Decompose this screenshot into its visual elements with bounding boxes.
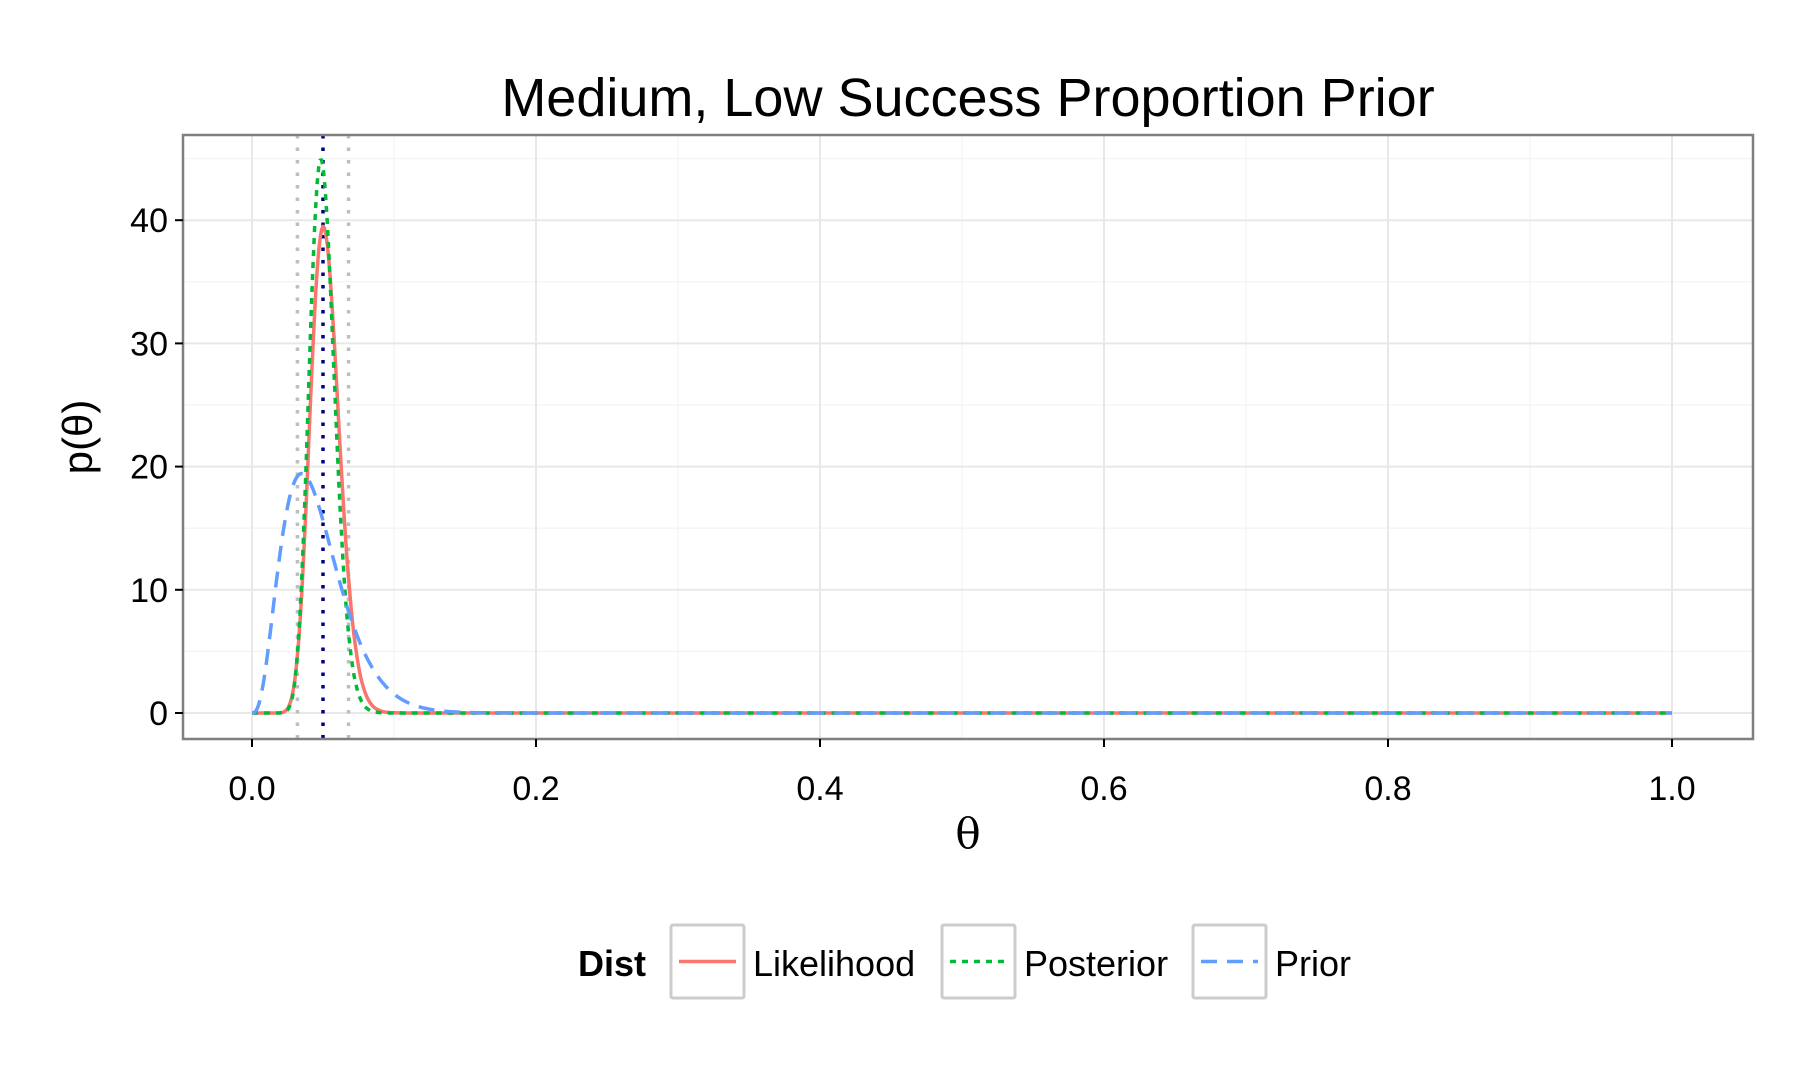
x-tick-label: 0.6 bbox=[1080, 770, 1127, 808]
plot-panel-background bbox=[183, 135, 1753, 739]
legend-label: Posterior bbox=[1024, 943, 1168, 984]
y-tick-label: 10 bbox=[130, 572, 168, 610]
y-axis: 0 10 20 30 40 bbox=[130, 202, 183, 733]
series bbox=[251, 158, 1673, 715]
y-tick-label: 0 bbox=[149, 695, 168, 733]
series-line-prior bbox=[251, 471, 1673, 715]
y-tick-label: 20 bbox=[130, 449, 168, 487]
y-axis-label: p(θ) bbox=[54, 400, 101, 475]
x-tick-label: 1.0 bbox=[1648, 770, 1695, 808]
x-tick-label: 0.2 bbox=[512, 770, 559, 808]
x-tick-label: 0.0 bbox=[228, 770, 275, 808]
y-tick-label: 40 bbox=[130, 202, 168, 240]
plot-panel-border bbox=[181, 133, 1755, 741]
x-tick-label: 0.4 bbox=[796, 770, 843, 808]
legend-label: Likelihood bbox=[753, 943, 915, 984]
x-axis: 0.0 0.2 0.4 0.6 0.8 1.0 bbox=[228, 739, 1696, 808]
x-axis-label: θ bbox=[955, 809, 980, 858]
legend-title: Dist bbox=[578, 943, 646, 984]
y-tick-label: 30 bbox=[130, 325, 168, 363]
legend-label: Prior bbox=[1275, 943, 1351, 984]
legend: Dist Likelihood Posterior Prior bbox=[578, 923, 1351, 1000]
chart-title: Medium, Low Success Proportion Prior bbox=[501, 68, 1434, 128]
x-tick-label: 0.8 bbox=[1364, 770, 1411, 808]
